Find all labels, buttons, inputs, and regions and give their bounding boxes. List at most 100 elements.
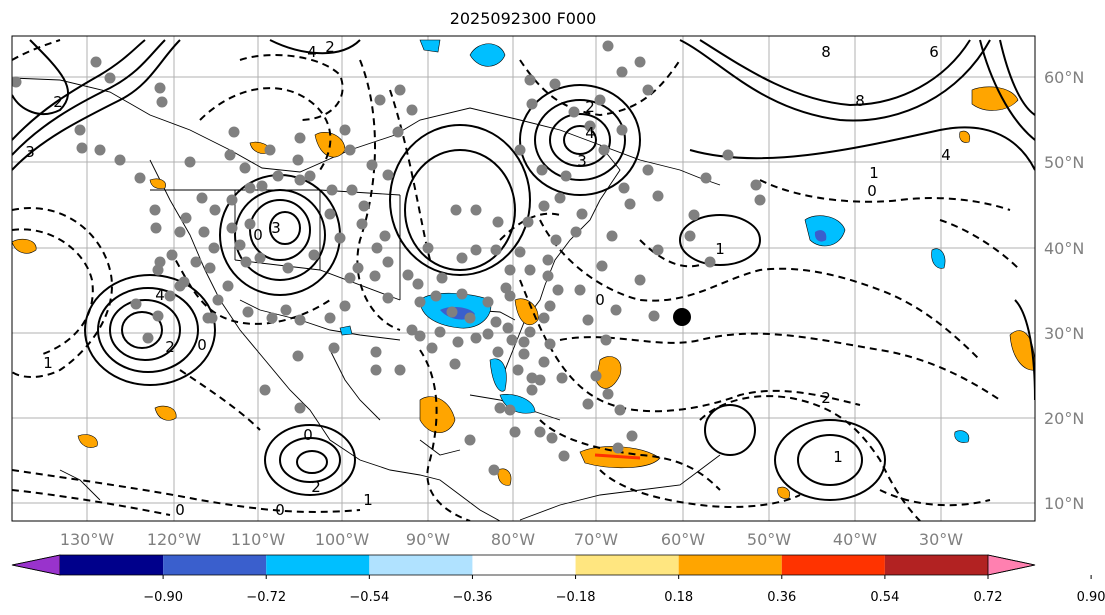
station-marker bbox=[514, 144, 526, 156]
station-marker bbox=[538, 356, 550, 368]
contour-label: 2 bbox=[165, 338, 175, 356]
contour-label: 4 bbox=[155, 286, 165, 304]
station-marker bbox=[422, 242, 434, 254]
lat-label: 60°N bbox=[1044, 68, 1084, 87]
station-marker bbox=[684, 230, 696, 242]
station-marker bbox=[549, 78, 561, 90]
contour-label: 0 bbox=[595, 291, 605, 309]
station-marker bbox=[370, 364, 382, 376]
station-marker bbox=[156, 96, 168, 108]
station-marker bbox=[294, 314, 306, 326]
station-marker bbox=[352, 262, 364, 274]
station-marker bbox=[164, 290, 176, 302]
station-marker bbox=[370, 346, 382, 358]
station-marker bbox=[502, 322, 514, 334]
station-marker bbox=[224, 149, 236, 161]
station-marker bbox=[598, 144, 610, 156]
contour-label: 3 bbox=[25, 143, 35, 161]
station-marker bbox=[524, 326, 536, 338]
station-marker bbox=[234, 239, 246, 251]
station-marker bbox=[382, 256, 394, 268]
colorbar-tick-label: 0.90 bbox=[1077, 590, 1105, 605]
station-marker bbox=[544, 300, 556, 312]
colorbar-segment bbox=[884, 555, 988, 575]
station-marker bbox=[624, 198, 636, 210]
station-marker bbox=[254, 252, 266, 264]
station-marker bbox=[292, 154, 304, 166]
station-marker bbox=[488, 464, 500, 476]
lat-label: 30°N bbox=[1044, 324, 1084, 343]
contour-label: 1 bbox=[869, 164, 879, 182]
colorbar-segment bbox=[369, 555, 473, 575]
map-title: 2025092300 F000 bbox=[449, 9, 597, 28]
station-marker bbox=[600, 334, 612, 346]
station-marker bbox=[450, 204, 462, 216]
station-marker bbox=[12, 76, 22, 88]
station-marker bbox=[266, 312, 278, 324]
station-marker bbox=[534, 426, 546, 438]
station-marker bbox=[568, 106, 580, 118]
station-marker bbox=[240, 256, 252, 268]
station-marker bbox=[104, 72, 116, 84]
lon-label: 80°W bbox=[491, 530, 535, 549]
lon-label: 30°W bbox=[919, 530, 963, 549]
station-marker bbox=[602, 388, 614, 400]
station-marker bbox=[754, 194, 766, 206]
station-marker bbox=[346, 184, 358, 196]
station-marker bbox=[602, 40, 614, 52]
station-marker bbox=[652, 190, 664, 202]
station-marker bbox=[154, 82, 166, 94]
station-marker bbox=[526, 98, 538, 110]
station-marker bbox=[436, 272, 448, 284]
station-marker bbox=[152, 310, 164, 322]
station-marker bbox=[606, 230, 618, 242]
contour-label: 2 bbox=[53, 93, 63, 111]
contour-label: 8 bbox=[821, 43, 831, 61]
station-marker bbox=[208, 242, 220, 254]
station-marker bbox=[464, 434, 476, 446]
station-marker bbox=[259, 384, 271, 396]
station-marker bbox=[394, 84, 406, 96]
station-marker bbox=[244, 218, 256, 230]
lon-label: 90°W bbox=[406, 530, 450, 549]
station-marker bbox=[134, 172, 146, 184]
station-marker bbox=[456, 252, 468, 264]
station-marker bbox=[542, 254, 554, 266]
station-marker bbox=[750, 179, 762, 191]
colorbar-tick-labels: −0.90 −0.72 −0.54 −0.36 −0.18 0.18 0.36 0.54 0.7… bbox=[143, 575, 1105, 605]
station-marker bbox=[509, 426, 521, 438]
station-marker bbox=[470, 244, 482, 256]
contour-label: 4 bbox=[585, 124, 595, 142]
station-marker bbox=[524, 74, 536, 86]
station-marker bbox=[244, 182, 256, 194]
lat-label: 20°N bbox=[1044, 409, 1084, 428]
station-marker bbox=[371, 242, 383, 254]
station-marker bbox=[616, 66, 628, 78]
contour-label: 2 bbox=[311, 478, 321, 496]
colorbar-tick-label: 0.36 bbox=[767, 590, 796, 605]
station-marker bbox=[282, 262, 294, 274]
station-marker bbox=[556, 372, 568, 384]
station-marker bbox=[228, 126, 240, 138]
station-marker bbox=[130, 298, 142, 310]
station-marker bbox=[426, 342, 438, 354]
station-marker bbox=[492, 346, 504, 358]
contour-label: 1 bbox=[833, 448, 843, 466]
station-marker bbox=[358, 200, 370, 212]
station-marker bbox=[294, 402, 306, 414]
station-marker bbox=[178, 276, 190, 288]
station-marker bbox=[490, 316, 502, 328]
station-marker bbox=[482, 296, 494, 308]
station-marker bbox=[618, 182, 630, 194]
station-marker bbox=[76, 142, 88, 154]
station-marker bbox=[264, 144, 276, 156]
station-marker bbox=[142, 332, 154, 344]
lon-label: 50°W bbox=[747, 530, 791, 549]
lon-label: 100°W bbox=[315, 530, 370, 549]
station-marker bbox=[560, 170, 572, 182]
station-marker bbox=[470, 204, 482, 216]
station-marker bbox=[414, 296, 426, 308]
colorbar-segment bbox=[575, 555, 679, 575]
